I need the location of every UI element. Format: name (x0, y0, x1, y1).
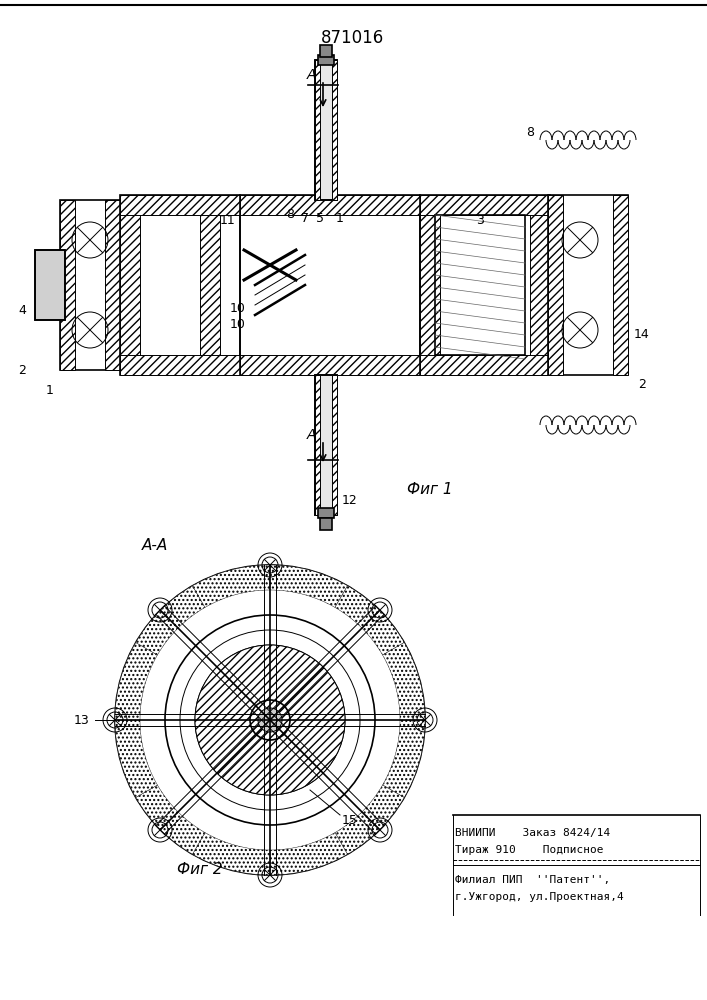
Bar (420, 195, 440, 375)
Text: 10: 10 (230, 318, 246, 332)
Bar (120, 355, 240, 375)
Text: 871016: 871016 (322, 29, 385, 47)
Text: А-А: А-А (142, 538, 168, 552)
Text: 2: 2 (638, 378, 646, 391)
Circle shape (258, 708, 282, 732)
Text: 4: 4 (18, 304, 26, 316)
Bar (35, 250, 65, 320)
Bar (548, 195, 563, 375)
Bar (320, 45, 332, 57)
Bar (315, 60, 320, 200)
Wedge shape (335, 785, 404, 854)
Bar (420, 195, 550, 375)
Bar (548, 195, 628, 375)
Bar (315, 375, 337, 515)
Wedge shape (192, 833, 270, 875)
Bar (332, 375, 337, 515)
Wedge shape (270, 565, 348, 607)
Wedge shape (136, 586, 205, 655)
Text: 2: 2 (18, 363, 26, 376)
Text: 1: 1 (336, 212, 344, 225)
Bar (420, 355, 550, 375)
Text: 7: 7 (301, 212, 309, 225)
Wedge shape (382, 642, 425, 720)
Text: Фиг 2: Фиг 2 (177, 862, 223, 878)
Bar (435, 215, 525, 355)
Wedge shape (115, 720, 158, 798)
Bar (240, 355, 420, 375)
Bar (120, 195, 140, 375)
Bar (315, 375, 337, 515)
Text: 14: 14 (634, 328, 650, 342)
Text: 3: 3 (476, 214, 484, 227)
Bar (420, 195, 550, 215)
Bar (120, 195, 240, 215)
Text: Филиал ПИП  ''Патент'',: Филиал ПИП ''Патент'', (455, 875, 610, 885)
Bar (332, 60, 337, 200)
Text: Фиг 1: Фиг 1 (407, 483, 452, 497)
Text: ВНИИПИ    Заказ 8424/14: ВНИИПИ Заказ 8424/14 (455, 828, 610, 838)
Text: А: А (306, 428, 316, 442)
Wedge shape (115, 643, 158, 720)
Text: 10: 10 (230, 302, 246, 314)
Bar (60, 200, 120, 370)
Text: 15: 15 (342, 814, 358, 826)
Wedge shape (335, 586, 404, 655)
Bar (35, 250, 65, 320)
Bar (240, 195, 420, 375)
Bar (315, 375, 320, 515)
Text: г.Ужгород, ул.Проектная,4: г.Ужгород, ул.Проектная,4 (455, 892, 624, 902)
Text: 8: 8 (286, 209, 294, 222)
Bar (240, 195, 420, 215)
Text: 5: 5 (316, 212, 324, 225)
Bar (320, 518, 332, 530)
Text: 1: 1 (46, 383, 54, 396)
Text: А: А (306, 68, 316, 82)
Bar (530, 195, 550, 375)
Bar (200, 195, 220, 375)
Text: 11: 11 (220, 214, 236, 227)
Wedge shape (192, 565, 270, 607)
Bar (318, 508, 334, 518)
Bar (318, 55, 334, 65)
Wedge shape (382, 720, 425, 798)
Text: Тираж 910    Подписное: Тираж 910 Подписное (455, 845, 604, 855)
Text: 8: 8 (526, 126, 534, 139)
Bar (60, 200, 75, 370)
Circle shape (195, 645, 345, 795)
Bar (613, 195, 628, 375)
Text: 13: 13 (74, 714, 90, 726)
Bar (315, 60, 337, 200)
Bar (120, 195, 240, 375)
Bar (105, 200, 120, 370)
Wedge shape (270, 833, 348, 875)
Text: 12: 12 (342, 493, 358, 506)
Wedge shape (136, 785, 205, 854)
Bar (315, 60, 337, 200)
